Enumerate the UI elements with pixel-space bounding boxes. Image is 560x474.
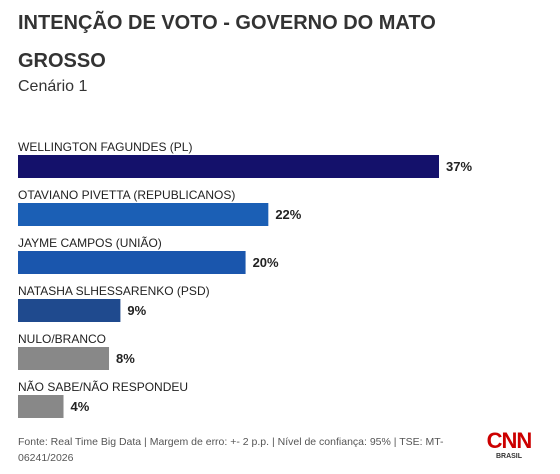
value-label: 4% (71, 399, 90, 414)
logo-subtext: BRASIL (495, 453, 523, 460)
category-label: WELLINGTON FAGUNDES (PL) (18, 140, 192, 154)
bar (18, 299, 121, 322)
category-label: NULO/BRANCO (18, 332, 106, 346)
bar (18, 251, 246, 274)
bar (18, 155, 439, 178)
category-label: NÃO SABE/NÃO RESPONDEU (18, 380, 188, 394)
category-label: NATASHA SLHESSARENKO (PSD) (18, 284, 210, 298)
value-label: 22% (275, 207, 301, 222)
bar (18, 203, 269, 226)
logo: CNN BRASIL (486, 428, 533, 461)
source-note: Fonte: Real Time Big Data | Margem de er… (18, 436, 444, 464)
value-label: 20% (253, 255, 279, 270)
chart-title: INTENÇÃO DE VOTO - GOVERNO DO MATO GROSS… (18, 12, 436, 72)
chart-subtitle: Cenário 1 (18, 78, 88, 95)
value-label: 8% (116, 351, 135, 366)
value-label: 37% (446, 159, 472, 174)
bar (18, 395, 64, 418)
category-label: JAYME CAMPOS (UNIÃO) (18, 236, 162, 250)
category-label: OTAVIANO PIVETTA (REPUBLICANOS) (18, 188, 235, 202)
bar (18, 347, 110, 370)
value-label: 9% (127, 303, 146, 318)
logo-text: CNN (486, 428, 533, 453)
